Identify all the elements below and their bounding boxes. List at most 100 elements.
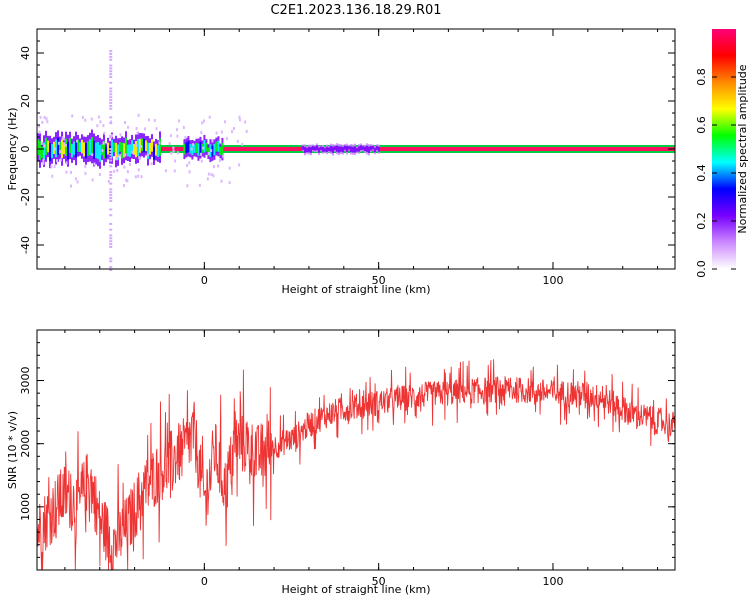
heat-speckle [81,115,84,119]
heat-speckle [71,114,74,118]
heat-core [187,140,190,152]
heat-speckle [170,151,173,155]
heat-speckle [84,164,87,168]
heat-core [37,139,39,156]
heat-core [83,142,85,157]
heat-core [189,144,192,154]
heat-core [351,146,354,153]
heat-speckle [117,154,120,158]
heat-core [103,140,105,159]
heat-speckle [84,171,87,175]
streak-cell [109,191,113,194]
heat-core [131,140,133,154]
heat-core [121,142,123,159]
streak-cell [109,150,113,153]
streak-cell [109,153,113,156]
heat-core [39,141,41,161]
heat-speckle [215,131,218,135]
heat-speckle [70,184,73,188]
streak-cell [109,76,113,79]
heat-speckle [116,168,119,172]
heat-core [67,141,69,160]
heat-speckle [134,175,137,179]
heat-speckle [97,115,100,119]
colorbar-tick-label: 0.2 [695,212,708,230]
heat-core [105,147,107,158]
heat-speckle [42,159,45,163]
heat-speckle [128,162,131,166]
heat-speckle [172,149,175,153]
heat-speckle [91,153,94,157]
heat-speckle [138,157,141,161]
streak-cell [109,266,113,269]
heat-core [139,138,141,153]
heat-speckle [210,149,213,153]
heat-speckle [126,170,129,174]
heat-speckle [220,179,223,183]
heat-core [365,145,368,152]
streak-cell [109,87,113,90]
heat-core [159,138,161,156]
heat-core [123,143,125,158]
heat-core [305,147,308,153]
heat-core [309,147,312,153]
heat-core [373,147,376,153]
heat-core [145,140,147,152]
heat-speckle [119,154,122,158]
heat-speckle [182,125,185,129]
heat-speckle [38,124,41,128]
heat-speckle [93,162,96,166]
x-tick-label: 50 [372,274,386,287]
heat-speckle [192,143,195,147]
heat-core [371,145,374,150]
snr-line-plot [36,359,676,571]
heat-core [375,145,378,150]
heat-speckle [56,159,59,163]
heat-speckle [51,174,54,178]
heat-speckle [140,175,143,179]
heat-speckle [239,118,242,122]
heat-speckle [103,131,106,135]
x-tick-label: 100 [542,575,563,588]
heat-speckle [125,178,128,182]
heat-speckle [201,121,204,125]
heat-speckle [135,126,138,130]
heat-core [93,140,95,160]
heat-speckle [217,164,220,168]
streak-cell [109,96,113,99]
y-tick-label: 20 [19,94,32,108]
x-tick-label: 0 [201,575,208,588]
streak-cell [109,67,113,70]
heat-speckle [233,127,236,131]
heat-core [79,142,81,152]
streak-cell [109,73,113,76]
heat-speckle [210,172,213,176]
heat-core [369,146,372,151]
heat-core [47,140,49,153]
heat-speckle [238,115,241,119]
heat-speckle [186,163,189,167]
streak-cell [109,58,113,61]
heat-core [193,144,196,153]
heat-speckle [109,134,112,138]
streak-cell [109,64,113,67]
heat-core [325,146,328,152]
streak-cell [109,199,113,202]
heat-core [363,146,366,152]
heat-speckle [53,165,56,169]
heat-core [367,146,370,153]
heat-speckle [96,124,99,128]
heat-speckle [173,169,176,173]
y-tick-label: -40 [19,236,32,254]
heat-speckle [207,152,210,156]
heat-speckle [123,120,126,124]
heat-speckle [99,120,102,124]
heat-speckle [41,120,44,124]
heat-core [153,146,155,160]
heat-speckle [236,139,239,143]
streak-cell [109,55,113,58]
heat-core [221,142,224,156]
x-tick-label: 50 [372,575,386,588]
heat-speckle [135,143,138,147]
